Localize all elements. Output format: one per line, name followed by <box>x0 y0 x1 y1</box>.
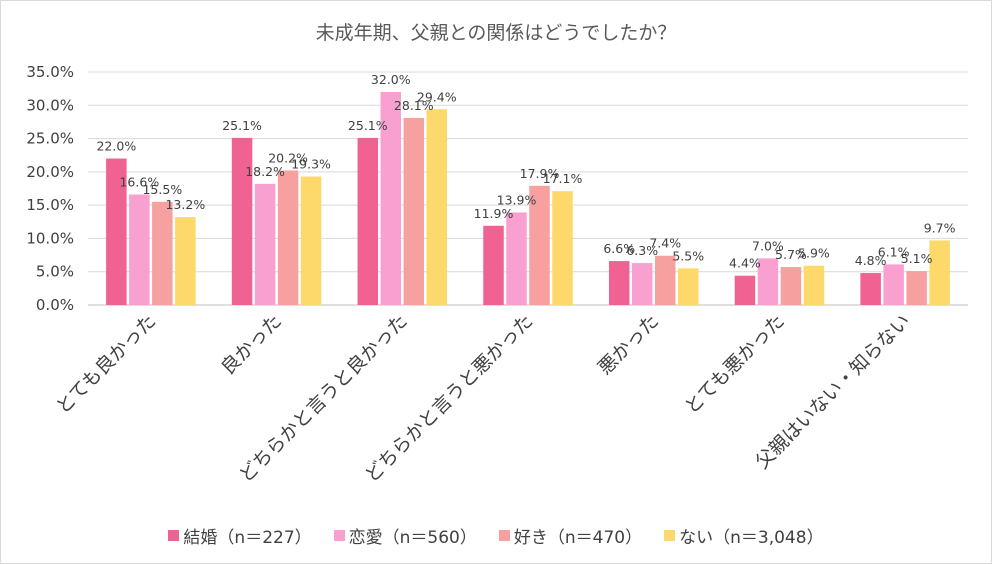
data-label: 17.9% <box>520 166 560 181</box>
legend-item: 恋愛（n＝560） <box>333 523 477 548</box>
data-label: 5.5% <box>672 248 704 263</box>
bar <box>426 109 448 305</box>
legend-swatch <box>664 530 676 541</box>
data-label: 25.1% <box>222 118 262 133</box>
legend-label: 恋愛（n＝560） <box>348 528 477 548</box>
y-tick-label: 15.0% <box>26 196 74 214</box>
x-category-label: とても悪かった <box>680 310 789 419</box>
bar <box>506 212 527 305</box>
bar <box>300 176 322 305</box>
bar <box>929 240 950 305</box>
x-category-label: 悪かった <box>594 310 663 379</box>
bars <box>106 91 950 305</box>
bar <box>152 201 173 305</box>
bar <box>631 263 653 305</box>
bar <box>483 225 504 305</box>
y-tick-label: 25.0% <box>26 130 74 148</box>
legend-label: ない（n＝3,048） <box>679 528 824 548</box>
data-label: 6.3% <box>626 243 658 258</box>
data-label: 20.2% <box>268 151 308 166</box>
data-label: 28.1% <box>394 98 434 113</box>
bar <box>677 268 699 305</box>
bar <box>780 267 802 305</box>
data-label: 5.7% <box>775 247 807 262</box>
data-label: 4.4% <box>729 256 761 271</box>
bar <box>803 265 825 305</box>
y-tick-label: 0.0% <box>36 296 74 314</box>
y-tick-label: 5.0% <box>36 263 74 281</box>
bar <box>277 170 299 305</box>
legend-swatch <box>498 530 510 541</box>
legend-item: 結婚（n＝227） <box>168 523 312 548</box>
y-tick-label: 20.0% <box>26 163 74 181</box>
data-label: 19.3% <box>291 157 331 172</box>
bar <box>231 137 253 305</box>
bar <box>734 275 756 305</box>
y-tick-label: 30.0% <box>26 96 74 114</box>
bar <box>175 217 196 305</box>
data-label: 13.2% <box>165 197 205 212</box>
data-label: 22.0% <box>96 139 136 154</box>
data-label: 17.1% <box>543 171 583 186</box>
data-label: 11.9% <box>474 206 514 221</box>
data-label: 4.8% <box>855 253 887 268</box>
data-label: 15.5% <box>142 182 182 197</box>
legend-item: ない（n＝3,048） <box>664 523 824 548</box>
x-axis: とても良かった 良かったどちらかと言うと良かったどちらかと言うと悪かった 悪かったと… <box>52 310 915 487</box>
bar <box>529 185 550 305</box>
legend: 結婚（n＝227） 恋愛（n＝560） 好き（n＝470） ない（n＝3,048） <box>0 523 992 548</box>
bar <box>106 158 127 305</box>
legend-label: 好き（n＝470） <box>513 528 643 548</box>
bar <box>380 91 402 305</box>
data-label: 5.1% <box>901 251 933 266</box>
data-label: 7.4% <box>649 236 681 251</box>
data-label: 16.6% <box>119 174 159 189</box>
legend-swatch <box>168 530 180 541</box>
gridlines <box>88 71 968 306</box>
bar <box>860 273 881 305</box>
bar <box>654 255 676 305</box>
data-label: 5.9% <box>798 246 830 261</box>
data-label: 18.2% <box>245 164 285 179</box>
bar <box>883 264 904 305</box>
bar <box>357 137 379 305</box>
bar <box>906 271 927 305</box>
data-label: 32.0% <box>371 72 411 87</box>
bar <box>552 191 573 305</box>
legend-item: 好き（n＝470） <box>498 523 643 548</box>
bar <box>129 194 150 305</box>
legend-label: 結婚（n＝227） <box>183 528 312 548</box>
x-category-label: 良かった <box>217 310 286 379</box>
chart-title: 未成年期、父親との関係はどうでしたか？ <box>315 22 677 44</box>
y-tick-label: 10.0% <box>26 229 74 247</box>
data-labels: 22.0% 16.6%15.5%13.2% 25.1% 18.2%20.2%19.3%… <box>96 72 955 271</box>
bar <box>254 183 276 305</box>
data-label: 6.6% <box>603 241 635 256</box>
bar <box>403 117 425 305</box>
x-category-label: とても良かった <box>52 310 161 419</box>
legend-swatch <box>333 530 345 541</box>
y-axis: 0.0% 5.0% 10.0% 15.0% 20.0% 25.0% 30.0% 35.0% <box>26 63 74 314</box>
bar <box>608 261 630 305</box>
data-label: 9.7% <box>924 220 956 235</box>
data-label: 13.9% <box>497 192 537 207</box>
bar <box>757 258 779 305</box>
data-label: 7.0% <box>752 238 784 253</box>
data-label: 25.1% <box>348 118 388 133</box>
data-label: 6.1% <box>878 244 910 259</box>
data-label: 29.4% <box>417 89 457 104</box>
y-tick-label: 35.0% <box>26 63 74 81</box>
